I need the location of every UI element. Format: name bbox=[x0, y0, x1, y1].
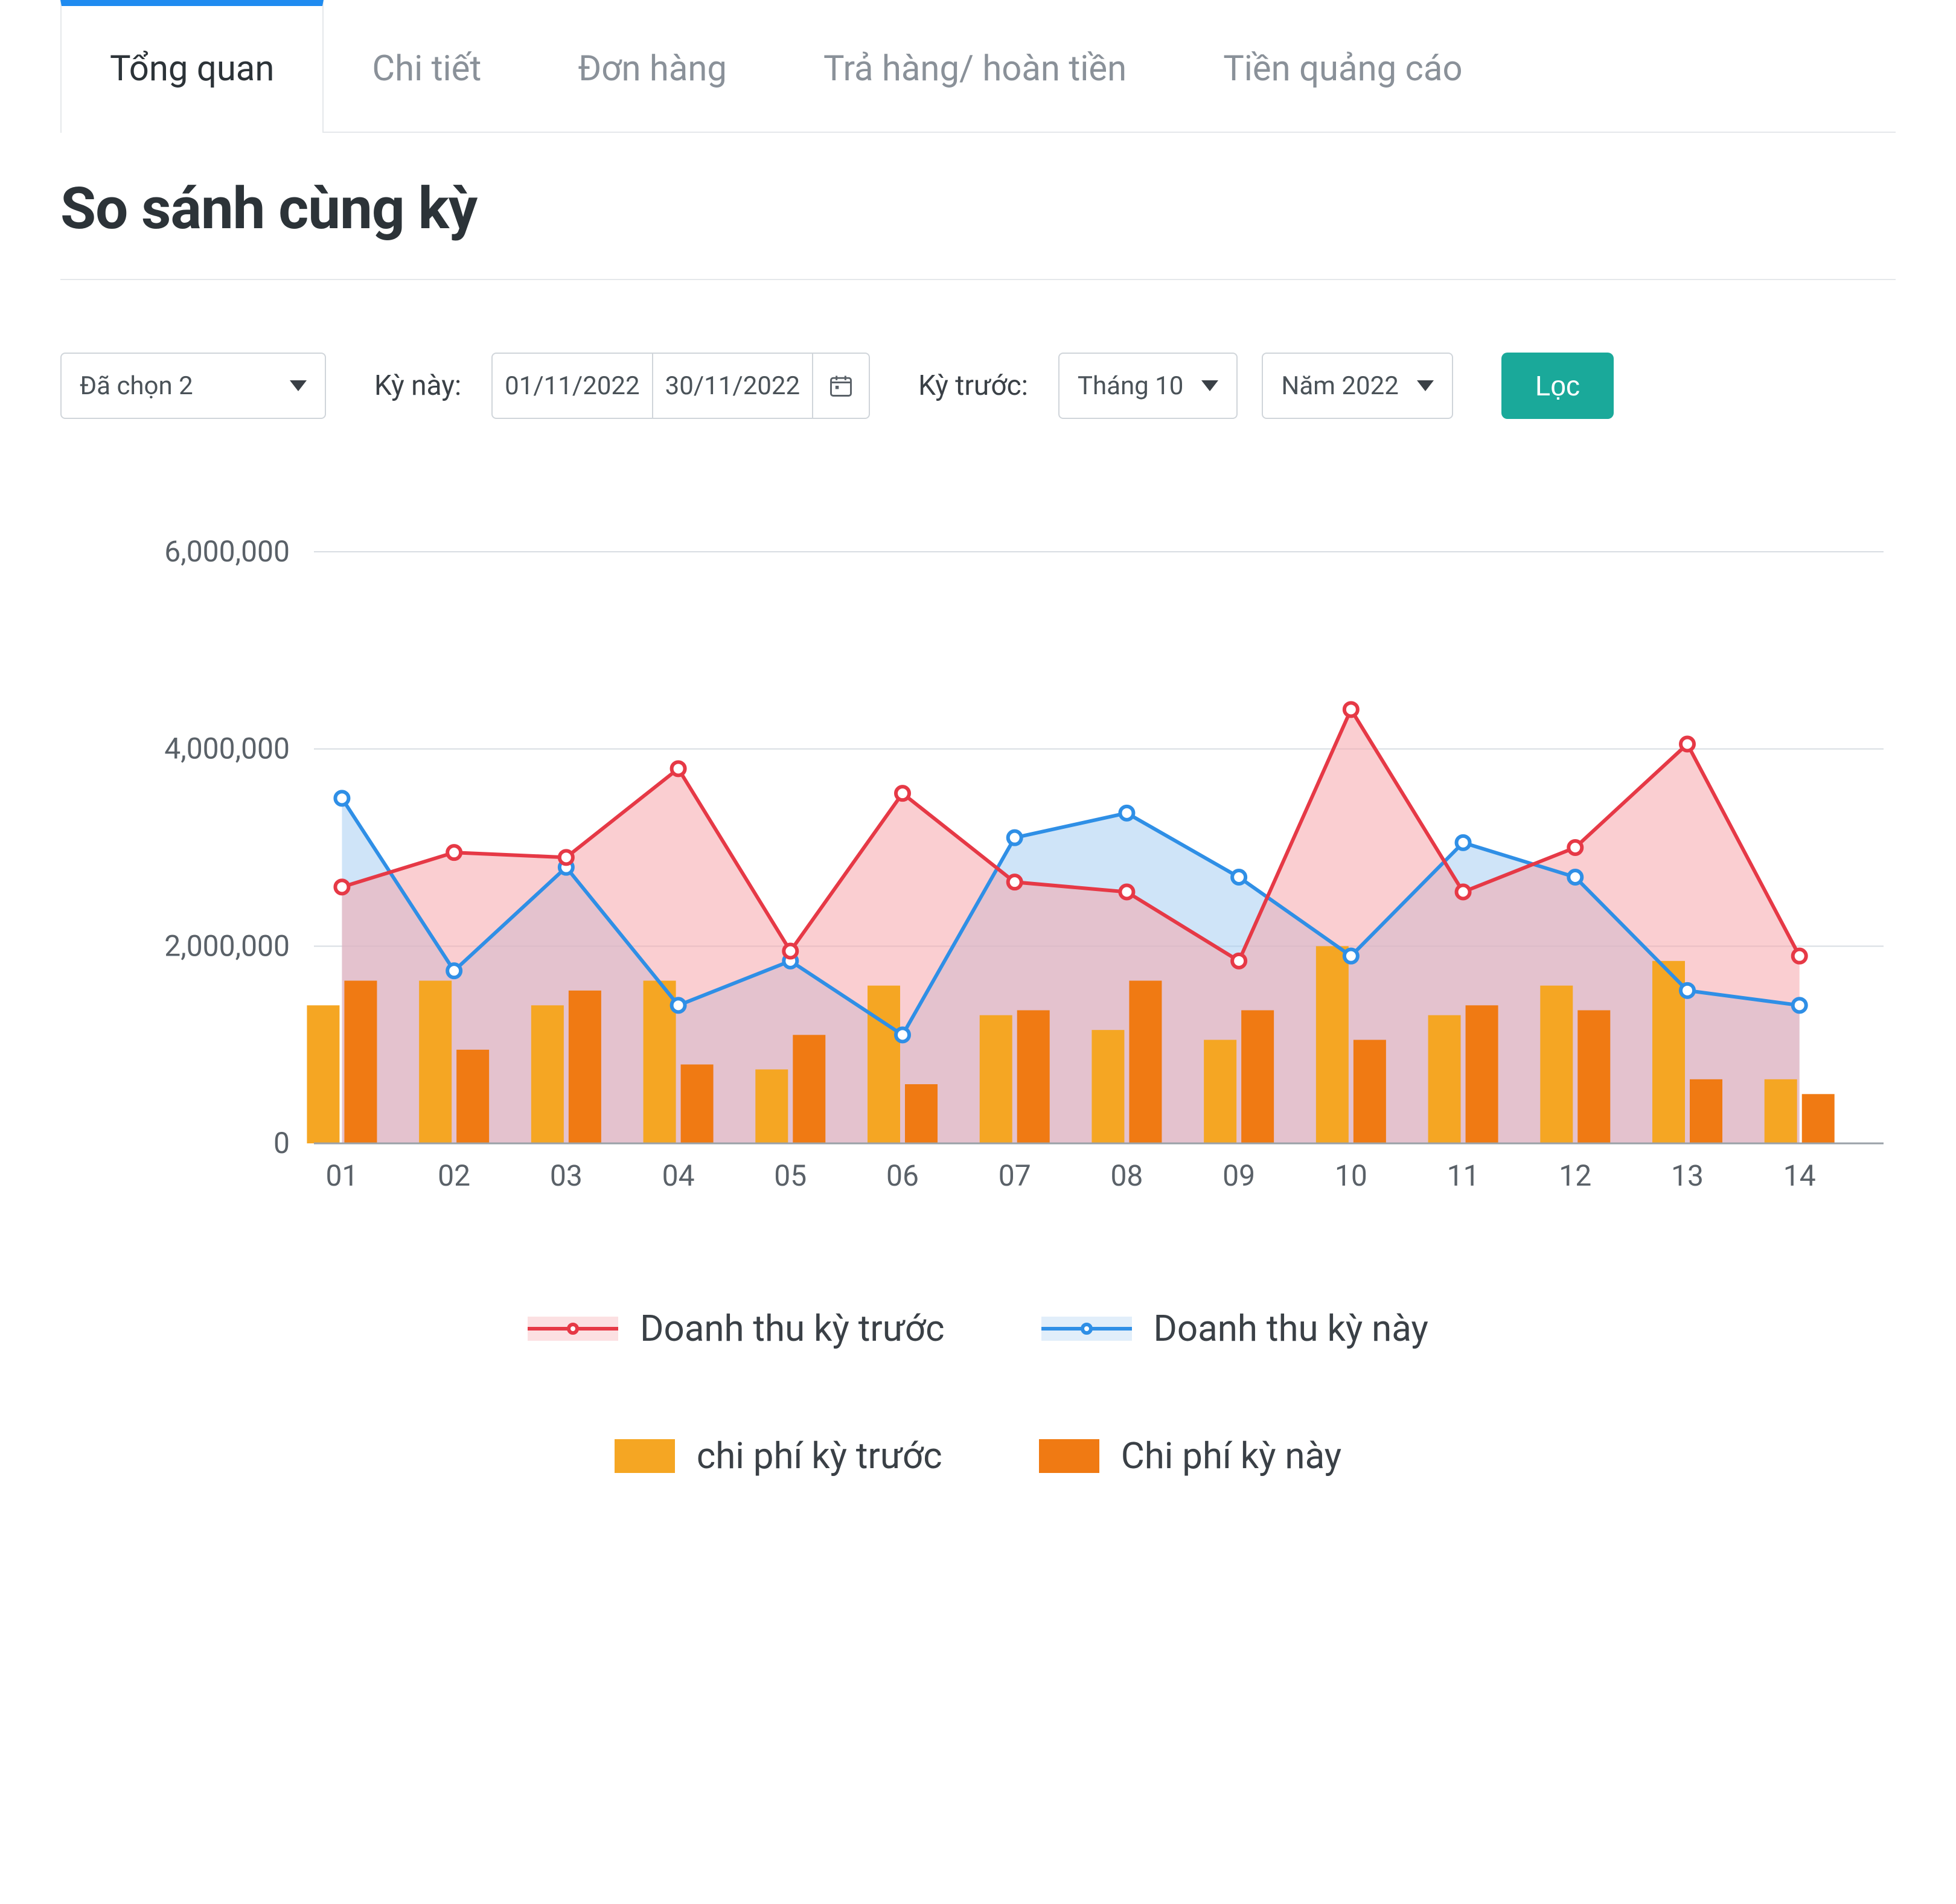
comparison-chart: 0 2,000,000 4,000,000 6,000,000 01 02 03 04 05 06… bbox=[60, 528, 1896, 1235]
legend-item[interactable]: Chi phí kỳ này bbox=[1039, 1434, 1341, 1477]
legend-label: Doanh thu kỳ này bbox=[1154, 1307, 1428, 1350]
legend-swatch-bar bbox=[615, 1439, 675, 1473]
title-row: So sánh cùng kỳ bbox=[60, 175, 1896, 280]
x-tick-label: 01 bbox=[325, 1158, 358, 1193]
date-from[interactable]: 01/11/2022 bbox=[493, 354, 653, 418]
tab-label: Đơn hàng bbox=[578, 48, 727, 89]
selected-count-label: Đã chọn 2 bbox=[80, 371, 193, 401]
month-select[interactable]: Tháng 10 bbox=[1058, 353, 1238, 419]
x-tick-label: 06 bbox=[886, 1158, 919, 1193]
y-tick-label: 4,000,000 bbox=[164, 732, 290, 766]
chevron-down-icon bbox=[290, 380, 307, 391]
legend-item[interactable]: chi phí kỳ trước bbox=[615, 1434, 942, 1477]
x-tick-label: 05 bbox=[774, 1158, 807, 1193]
tab-ads[interactable]: Tiền quảng cáo bbox=[1175, 0, 1510, 132]
chevron-down-icon bbox=[1201, 380, 1218, 391]
year-select[interactable]: Năm 2022 bbox=[1262, 353, 1453, 419]
x-tick-label: 03 bbox=[550, 1158, 583, 1193]
selected-count-select[interactable]: Đã chọn 2 bbox=[60, 353, 326, 419]
tab-detail[interactable]: Chi tiết bbox=[324, 0, 529, 132]
legend-item[interactable]: Doanh thu kỳ này bbox=[1041, 1307, 1428, 1350]
legend-label: Chi phí kỳ này bbox=[1121, 1434, 1341, 1477]
x-tick-label: 09 bbox=[1222, 1158, 1255, 1193]
tab-label: Trả hàng/ hoàn tiền bbox=[823, 48, 1127, 89]
tab-label: Tổng quan bbox=[110, 48, 274, 89]
legend-row: Doanh thu kỳ trước Doanh thu kỳ này bbox=[528, 1307, 1428, 1350]
x-tick-label: 10 bbox=[1335, 1158, 1367, 1193]
legend-row: chi phí kỳ trước Chi phí kỳ này bbox=[615, 1434, 1341, 1477]
tab-returns[interactable]: Trả hàng/ hoàn tiền bbox=[775, 0, 1175, 132]
filter-button[interactable]: Lọc bbox=[1501, 353, 1614, 419]
date-range-picker[interactable]: 01/11/2022 30/11/2022 bbox=[491, 353, 870, 419]
chart-svg: 0 2,000,000 4,000,000 6,000,000 01 02 03 04 05 06… bbox=[60, 528, 1896, 1228]
year-select-label: Năm 2022 bbox=[1281, 371, 1398, 401]
x-tick-label: 04 bbox=[662, 1158, 695, 1193]
calendar-icon[interactable] bbox=[813, 354, 869, 418]
tab-overview[interactable]: Tổng quan bbox=[60, 0, 324, 133]
filter-bar: Đã chọn 2 Kỳ này: 01/11/2022 30/11/2022 … bbox=[60, 353, 1896, 419]
tab-label: Tiền quảng cáo bbox=[1223, 48, 1462, 89]
legend-label: chi phí kỳ trước bbox=[697, 1434, 942, 1477]
tab-label: Chi tiết bbox=[372, 48, 481, 89]
y-tick-label: 6,000,000 bbox=[164, 534, 290, 569]
x-tick-label: 14 bbox=[1783, 1158, 1816, 1193]
chart-legend: Doanh thu kỳ trước Doanh thu kỳ này chi ph… bbox=[60, 1307, 1896, 1477]
tabs-bar: Tổng quan Chi tiết Đơn hàng Trả hàng/ ho… bbox=[60, 0, 1896, 133]
legend-item[interactable]: Doanh thu kỳ trước bbox=[528, 1307, 944, 1350]
y-tick-label: 0 bbox=[273, 1126, 290, 1160]
x-tick-label: 12 bbox=[1559, 1158, 1591, 1193]
x-tick-label: 08 bbox=[1110, 1158, 1143, 1193]
period-prev-label: Kỳ trước: bbox=[918, 369, 1028, 402]
tab-orders[interactable]: Đơn hàng bbox=[529, 0, 775, 132]
date-to[interactable]: 30/11/2022 bbox=[653, 354, 814, 418]
legend-swatch-bar bbox=[1039, 1439, 1099, 1473]
x-tick-label: 11 bbox=[1447, 1158, 1480, 1193]
chevron-down-icon bbox=[1417, 380, 1434, 391]
y-tick-label: 2,000,000 bbox=[164, 928, 290, 963]
x-tick-label: 13 bbox=[1671, 1158, 1704, 1193]
legend-label: Doanh thu kỳ trước bbox=[640, 1307, 944, 1350]
period-this-label: Kỳ này: bbox=[374, 369, 461, 402]
legend-swatch-line bbox=[528, 1317, 618, 1341]
month-select-label: Tháng 10 bbox=[1078, 371, 1183, 401]
x-tick-label: 02 bbox=[438, 1158, 470, 1193]
legend-swatch-line bbox=[1041, 1317, 1132, 1341]
x-tick-label: 07 bbox=[999, 1158, 1031, 1193]
page-title: So sánh cùng kỳ bbox=[60, 175, 1896, 243]
